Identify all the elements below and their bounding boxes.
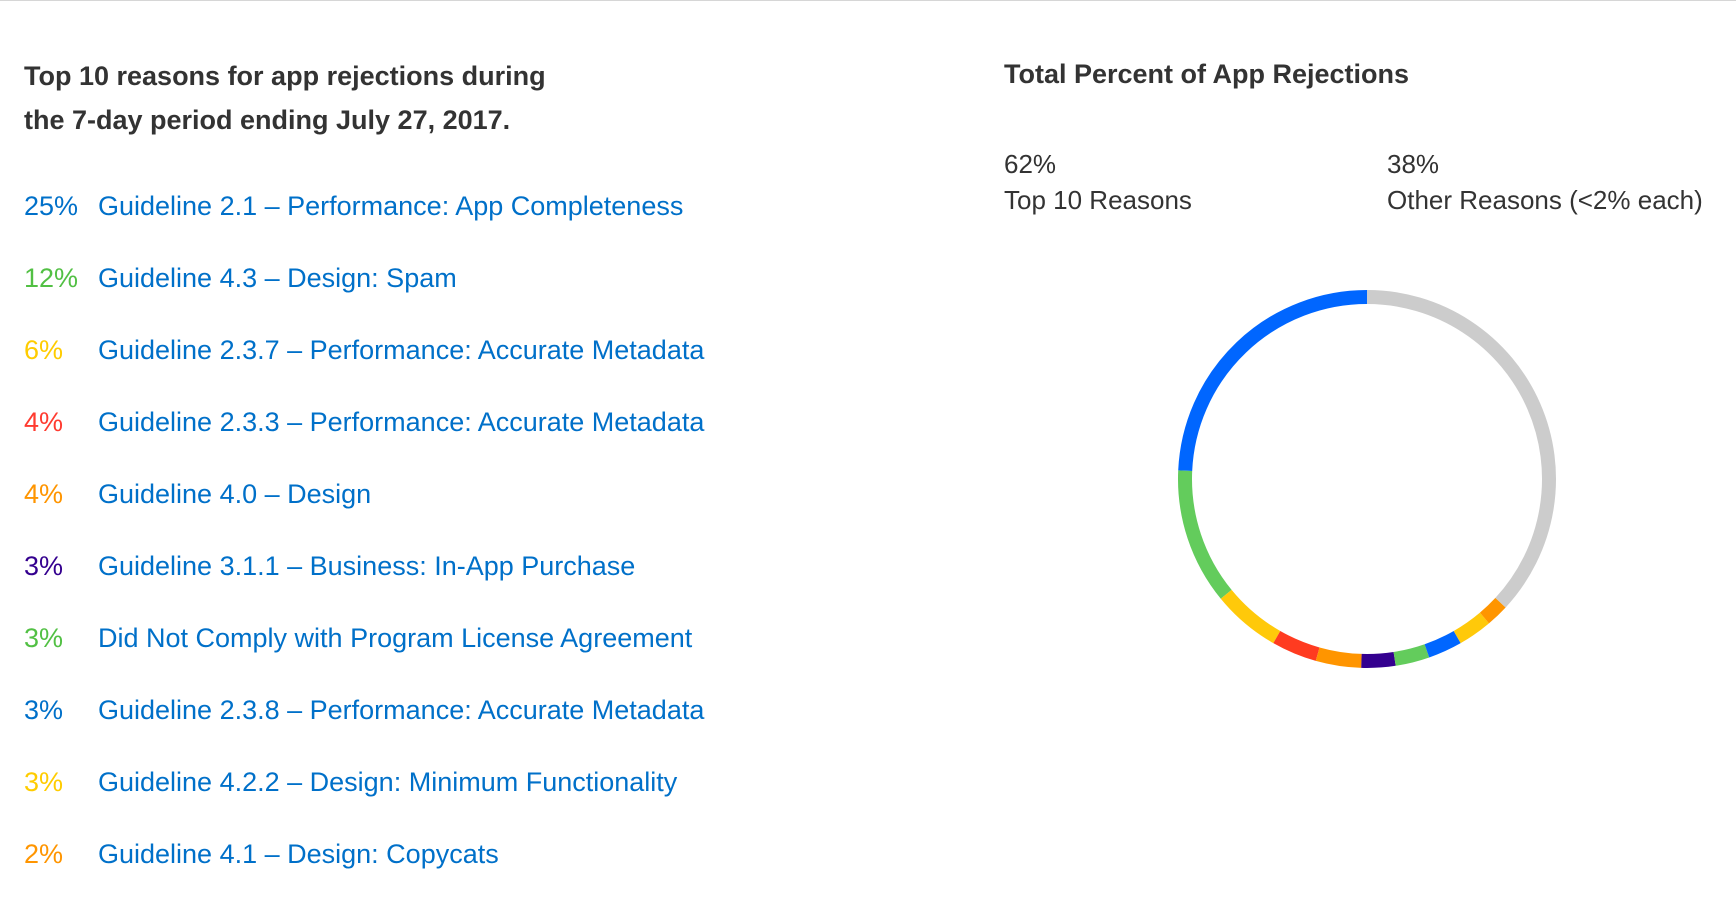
donut-slice	[1361, 651, 1396, 668]
reason-guideline-link[interactable]: Guideline 3.1.1 – Business: In-App Purch…	[98, 551, 636, 581]
left-section-title: Top 10 reasons for app rejections during…	[24, 54, 644, 142]
reason-row: 3% Guideline 4.2.2 – Design: Minimum Func…	[24, 764, 844, 836]
reason-guideline-link[interactable]: Guideline 4.3 – Design: Spam	[98, 263, 457, 293]
reason-row: 12% Guideline 4.3 – Design: Spam	[24, 260, 844, 332]
reason-percent: 3%	[24, 623, 64, 653]
summary-top-reasons-label: Top 10 Reasons	[1004, 185, 1192, 215]
reason-percent: 6%	[24, 335, 64, 365]
donut-slice	[1393, 644, 1430, 666]
reason-row: 4% Guideline 4.0 – Design	[24, 476, 844, 548]
rejections-donut-chart	[1178, 290, 1556, 668]
donut-slice	[1178, 470, 1232, 599]
reason-percent: 3%	[24, 551, 64, 581]
summary-other-reasons: 38% Other Reasons (<2% each)	[1387, 146, 1703, 218]
reason-percent: 12%	[24, 263, 79, 293]
reason-row: 6% Guideline 2.3.7 – Performance: Accurat…	[24, 332, 844, 404]
reason-guideline-link[interactable]: Guideline 4.2.2 – Design: Minimum Functi…	[98, 767, 678, 797]
reason-row: 3% Did Not Comply with Program License Ag…	[24, 620, 844, 692]
reason-guideline-link[interactable]: Guideline 4.0 – Design	[98, 479, 372, 509]
reason-row: 2% Guideline 4.1 – Design: Copycats	[24, 836, 844, 908]
chart-title: Total Percent of App Rejections	[1004, 59, 1410, 89]
donut-slice	[1479, 597, 1506, 624]
donut-slice	[1178, 290, 1368, 472]
reason-row: 4% Guideline 2.3.3 – Performance: Accurat…	[24, 404, 844, 476]
donut-slice	[1366, 290, 1556, 608]
reason-guideline-link[interactable]: Guideline 4.1 – Design: Copycats	[98, 839, 499, 869]
reason-percent: 3%	[24, 767, 64, 797]
reason-guideline-link[interactable]: Guideline 2.3.7 – Performance: Accurate …	[98, 335, 705, 365]
donut-slice	[1273, 630, 1320, 661]
reason-row: 25% Guideline 2.1 – Performance: App Comp…	[24, 188, 844, 260]
summary-top-reasons: 62% Top 10 Reasons	[1004, 146, 1192, 218]
reason-guideline-link[interactable]: Guideline 2.1 – Performance: App Complet…	[98, 191, 684, 221]
reason-percent: 3%	[24, 695, 64, 725]
reason-row: 3% Guideline 2.3.8 – Performance: Accurat…	[24, 692, 844, 764]
reason-percent: 4%	[24, 479, 64, 509]
donut-slice	[1424, 630, 1461, 658]
summary-other-reasons-percent: 38%	[1387, 149, 1440, 179]
top-divider	[0, 0, 1736, 1]
donut-slice	[1453, 612, 1489, 644]
reason-guideline-link[interactable]: Did Not Comply with Program License Agre…	[98, 623, 693, 653]
rejection-reasons-list: 25% Guideline 2.1 – Performance: App Comp…	[24, 188, 844, 908]
reason-guideline-link[interactable]: Guideline 2.3.8 – Performance: Accurate …	[98, 695, 705, 725]
left-title-line-2: the 7-day period ending July 27, 2017.	[24, 105, 511, 135]
left-title-line-1: Top 10 reasons for app rejections during	[24, 61, 546, 91]
summary-other-reasons-label: Other Reasons (<2% each)	[1387, 185, 1703, 215]
summary-top-reasons-percent: 62%	[1004, 149, 1057, 179]
reason-percent: 25%	[24, 191, 79, 221]
donut-slice	[1315, 647, 1362, 668]
donut-slice	[1220, 589, 1281, 644]
reason-percent: 2%	[24, 839, 64, 869]
reason-percent: 4%	[24, 407, 64, 437]
reason-row: 3% Guideline 3.1.1 – Business: In-App Pur…	[24, 548, 844, 620]
reason-guideline-link[interactable]: Guideline 2.3.3 – Performance: Accurate …	[98, 407, 705, 437]
